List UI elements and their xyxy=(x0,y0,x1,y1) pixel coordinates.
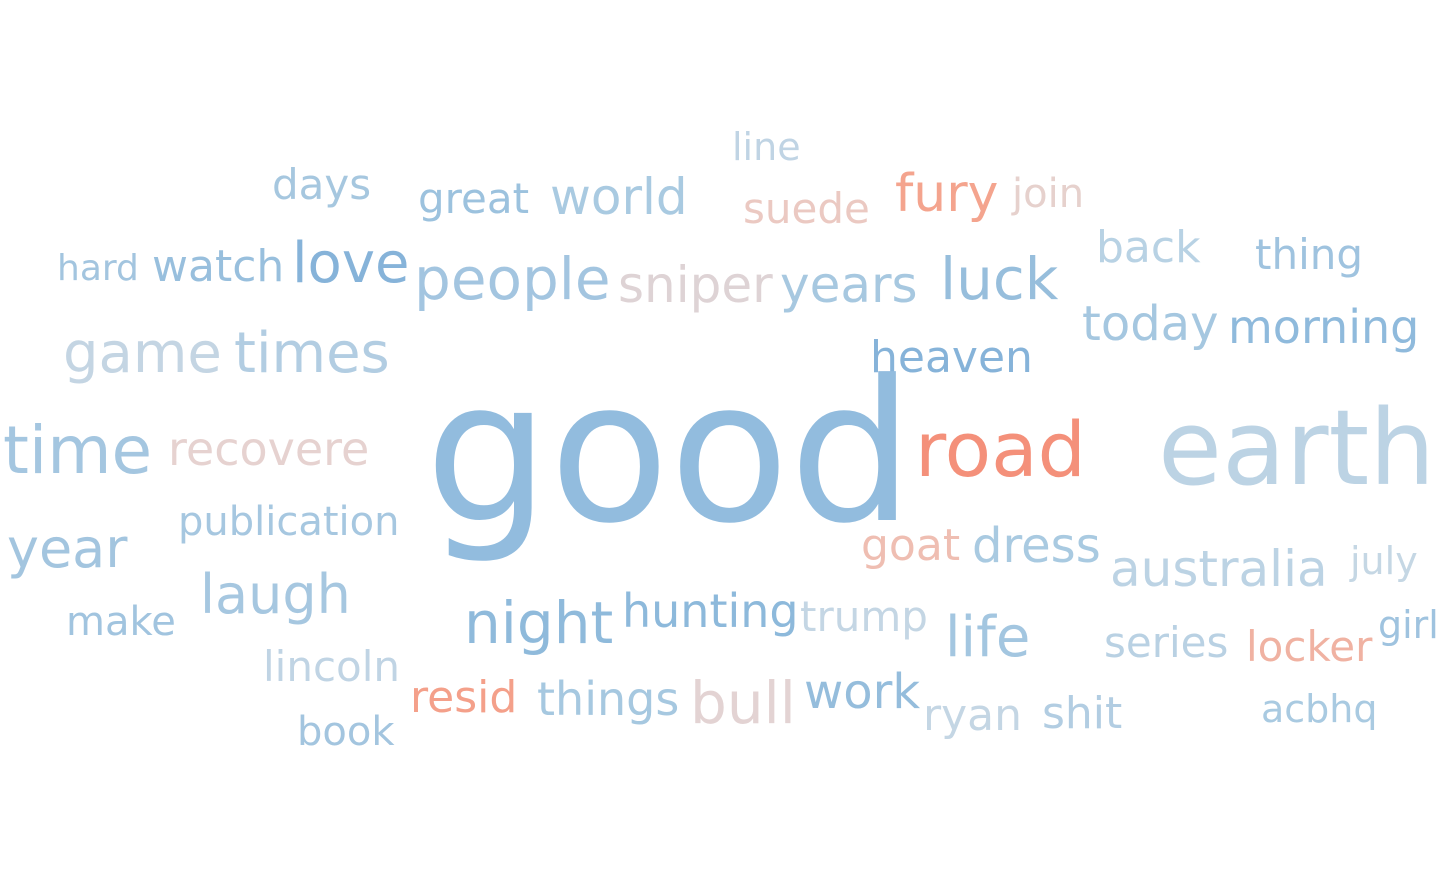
word: make xyxy=(66,599,176,645)
word: recovere xyxy=(168,422,370,476)
word: lincoln xyxy=(263,642,401,691)
word: world xyxy=(550,168,688,226)
word: heaven xyxy=(870,332,1033,383)
word: times xyxy=(234,321,390,386)
word: suede xyxy=(743,184,870,233)
word: girl xyxy=(1378,603,1439,647)
word: series xyxy=(1104,618,1229,667)
word: laugh xyxy=(200,563,351,626)
word: line xyxy=(732,125,801,169)
word: love xyxy=(292,231,410,296)
word: hard xyxy=(57,248,139,289)
word: back xyxy=(1096,222,1201,273)
word: night xyxy=(464,589,614,657)
word: hunting xyxy=(622,584,799,638)
word: acbhq xyxy=(1261,687,1378,731)
word: locker xyxy=(1246,622,1373,671)
word: resid xyxy=(410,672,518,723)
word: fury xyxy=(895,164,999,224)
word: people xyxy=(414,245,611,313)
word: australia xyxy=(1110,540,1328,598)
word: bull xyxy=(690,669,796,737)
word: great xyxy=(418,174,530,223)
word: years xyxy=(780,256,918,314)
word: watch xyxy=(152,241,285,292)
word: publication xyxy=(178,499,400,545)
word: good xyxy=(425,339,914,567)
word: earth xyxy=(1158,387,1436,509)
word: july xyxy=(1350,539,1418,583)
word: sniper xyxy=(618,256,773,314)
word: morning xyxy=(1228,300,1420,354)
word: goat xyxy=(861,520,961,571)
word: year xyxy=(7,517,128,580)
word: dress xyxy=(972,518,1101,574)
word: game xyxy=(63,321,222,386)
word: shit xyxy=(1042,688,1123,739)
word: today xyxy=(1082,296,1219,352)
word: book xyxy=(297,709,395,755)
word: join xyxy=(1012,171,1085,217)
word: time xyxy=(3,412,153,489)
word: thing xyxy=(1255,230,1364,279)
word: trump xyxy=(800,592,928,641)
word: ryan xyxy=(923,690,1022,741)
word: work xyxy=(804,664,921,720)
word: road xyxy=(915,405,1086,494)
word: things xyxy=(537,672,680,726)
word: life xyxy=(945,605,1031,670)
word: days xyxy=(272,160,372,209)
word: luck xyxy=(940,245,1059,313)
